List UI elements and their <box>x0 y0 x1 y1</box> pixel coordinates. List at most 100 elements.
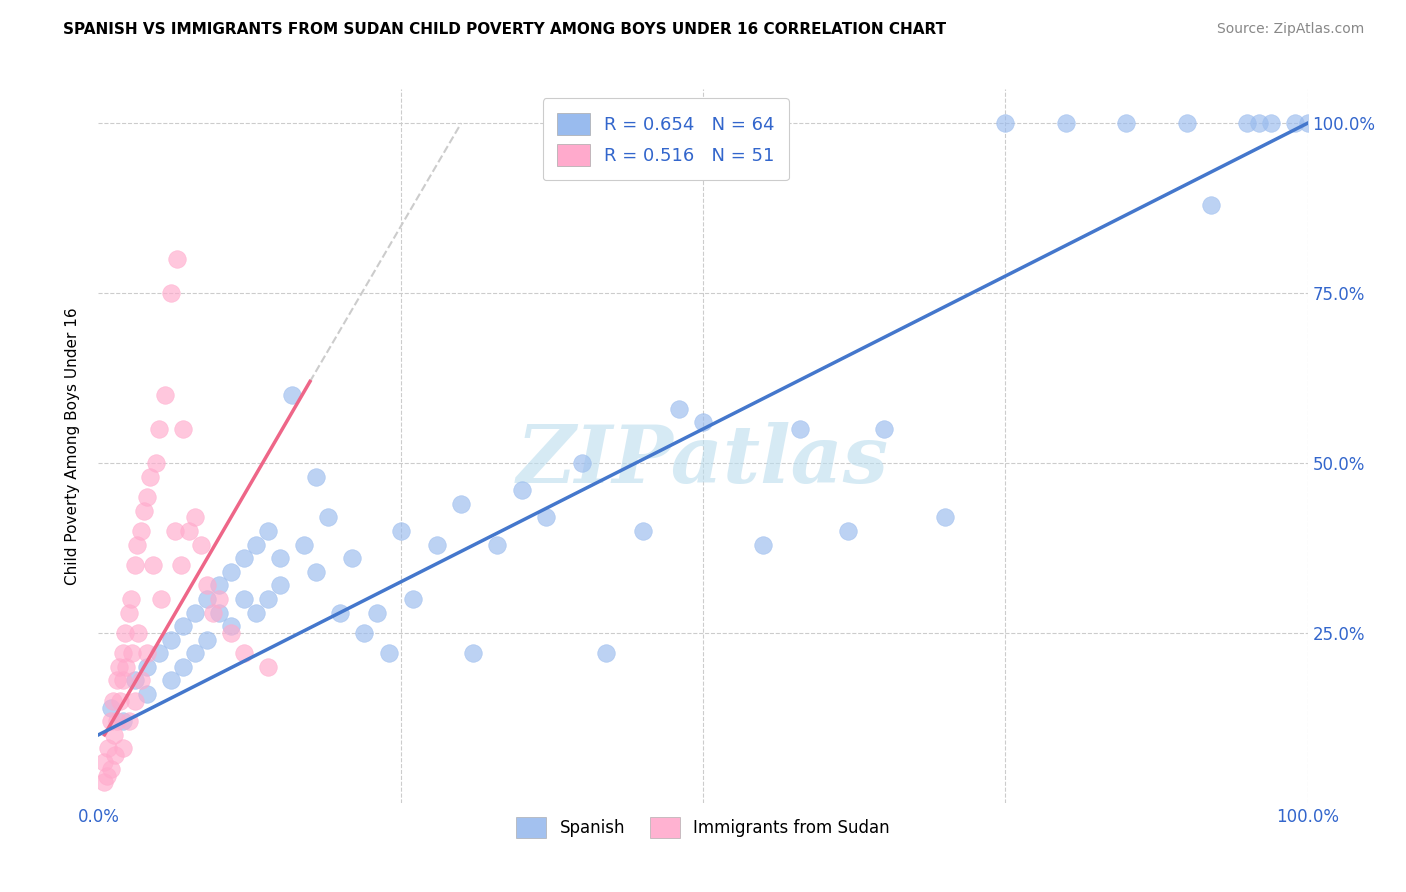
Point <box>256 591 278 606</box>
Point <box>1054 116 1077 130</box>
Point <box>221 626 243 640</box>
Point <box>160 632 183 647</box>
Point <box>281 388 304 402</box>
Point <box>692 415 714 429</box>
Point <box>1175 116 1198 130</box>
Point <box>184 646 207 660</box>
Point <box>184 510 207 524</box>
Point <box>232 591 254 606</box>
Point <box>1199 198 1222 212</box>
Point <box>172 619 194 633</box>
Point <box>124 558 146 572</box>
Point <box>118 606 141 620</box>
Point <box>1284 116 1306 130</box>
Point <box>179 524 201 538</box>
Point <box>245 537 267 551</box>
Point <box>114 626 136 640</box>
Point <box>463 646 485 660</box>
Point <box>366 606 388 620</box>
Point <box>450 497 472 511</box>
Point <box>93 755 115 769</box>
Point <box>139 469 162 483</box>
Point <box>329 606 352 620</box>
Point <box>118 714 141 729</box>
Point <box>389 524 412 538</box>
Point <box>837 524 859 538</box>
Point <box>169 558 191 572</box>
Point <box>160 673 183 688</box>
Point <box>103 728 125 742</box>
Point <box>534 510 557 524</box>
Point <box>221 619 243 633</box>
Point <box>752 537 775 551</box>
Point <box>124 694 146 708</box>
Point <box>668 401 690 416</box>
Point <box>121 646 143 660</box>
Point <box>292 537 315 551</box>
Point <box>1115 116 1137 130</box>
Point <box>160 286 183 301</box>
Point <box>172 660 194 674</box>
Point <box>105 673 128 688</box>
Point <box>208 578 231 592</box>
Point <box>150 591 173 606</box>
Point <box>135 490 157 504</box>
Point <box>221 565 243 579</box>
Point <box>111 714 134 729</box>
Point <box>195 632 218 647</box>
Point <box>135 687 157 701</box>
Point <box>184 606 207 620</box>
Point <box>127 626 149 640</box>
Point <box>510 483 533 498</box>
Point <box>172 422 194 436</box>
Point <box>1296 116 1319 130</box>
Point <box>342 551 364 566</box>
Point <box>232 646 254 660</box>
Point <box>115 660 138 674</box>
Point <box>208 591 231 606</box>
Point <box>100 700 122 714</box>
Point <box>108 694 131 708</box>
Point <box>100 762 122 776</box>
Legend: Spanish, Immigrants from Sudan: Spanish, Immigrants from Sudan <box>509 811 897 845</box>
Y-axis label: Child Poverty Among Boys Under 16: Child Poverty Among Boys Under 16 <box>65 307 80 585</box>
Point <box>232 551 254 566</box>
Point <box>1249 116 1271 130</box>
Point <box>134 503 156 517</box>
Point <box>111 741 134 756</box>
Point <box>631 524 654 538</box>
Point <box>190 537 212 551</box>
Point <box>269 551 291 566</box>
Point <box>124 673 146 688</box>
Point <box>148 646 170 660</box>
Point <box>145 456 167 470</box>
Point <box>202 606 225 620</box>
Point <box>153 388 176 402</box>
Point <box>377 646 399 660</box>
Point <box>316 510 339 524</box>
Point <box>135 660 157 674</box>
Point <box>1236 116 1258 130</box>
Point <box>100 714 122 729</box>
Point <box>595 646 617 660</box>
Point <box>104 748 127 763</box>
Point <box>402 591 425 606</box>
Point <box>163 524 186 538</box>
Text: ZIPatlas: ZIPatlas <box>517 422 889 499</box>
Point <box>305 469 328 483</box>
Point <box>571 456 593 470</box>
Point <box>269 578 291 592</box>
Point <box>256 524 278 538</box>
Point <box>111 673 134 688</box>
Point <box>353 626 375 640</box>
Point <box>486 537 509 551</box>
Point <box>142 558 165 572</box>
Point <box>166 252 188 266</box>
Point <box>994 116 1017 130</box>
Point <box>111 646 134 660</box>
Point <box>93 775 115 789</box>
Point <box>129 673 152 688</box>
Point <box>135 646 157 660</box>
Point <box>934 510 956 524</box>
Point <box>129 524 152 538</box>
